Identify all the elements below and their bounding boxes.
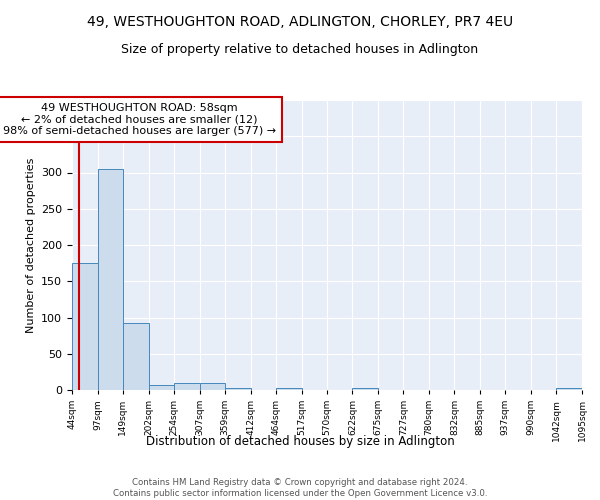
Text: Size of property relative to detached houses in Adlington: Size of property relative to detached ho… (121, 42, 479, 56)
Text: 49, WESTHOUGHTON ROAD, ADLINGTON, CHORLEY, PR7 4EU: 49, WESTHOUGHTON ROAD, ADLINGTON, CHORLE… (87, 15, 513, 29)
Bar (98, 169, 123, 390)
Bar (174, 384, 200, 390)
Text: 49 WESTHOUGHTON ROAD: 58sqm
← 2% of detached houses are smaller (12)
98% of semi: 49 WESTHOUGHTON ROAD: 58sqm ← 2% of deta… (3, 103, 276, 136)
Bar (72, 263, 98, 390)
Bar (352, 388, 378, 390)
Bar (556, 388, 582, 390)
Bar (225, 388, 251, 390)
Y-axis label: Number of detached properties: Number of detached properties (26, 158, 35, 332)
Bar (200, 384, 225, 390)
Bar (276, 388, 302, 390)
Text: Distribution of detached houses by size in Adlington: Distribution of detached houses by size … (146, 435, 454, 448)
Bar (149, 385, 174, 390)
Bar (123, 324, 149, 390)
Text: Contains HM Land Registry data © Crown copyright and database right 2024.
Contai: Contains HM Land Registry data © Crown c… (113, 478, 487, 498)
